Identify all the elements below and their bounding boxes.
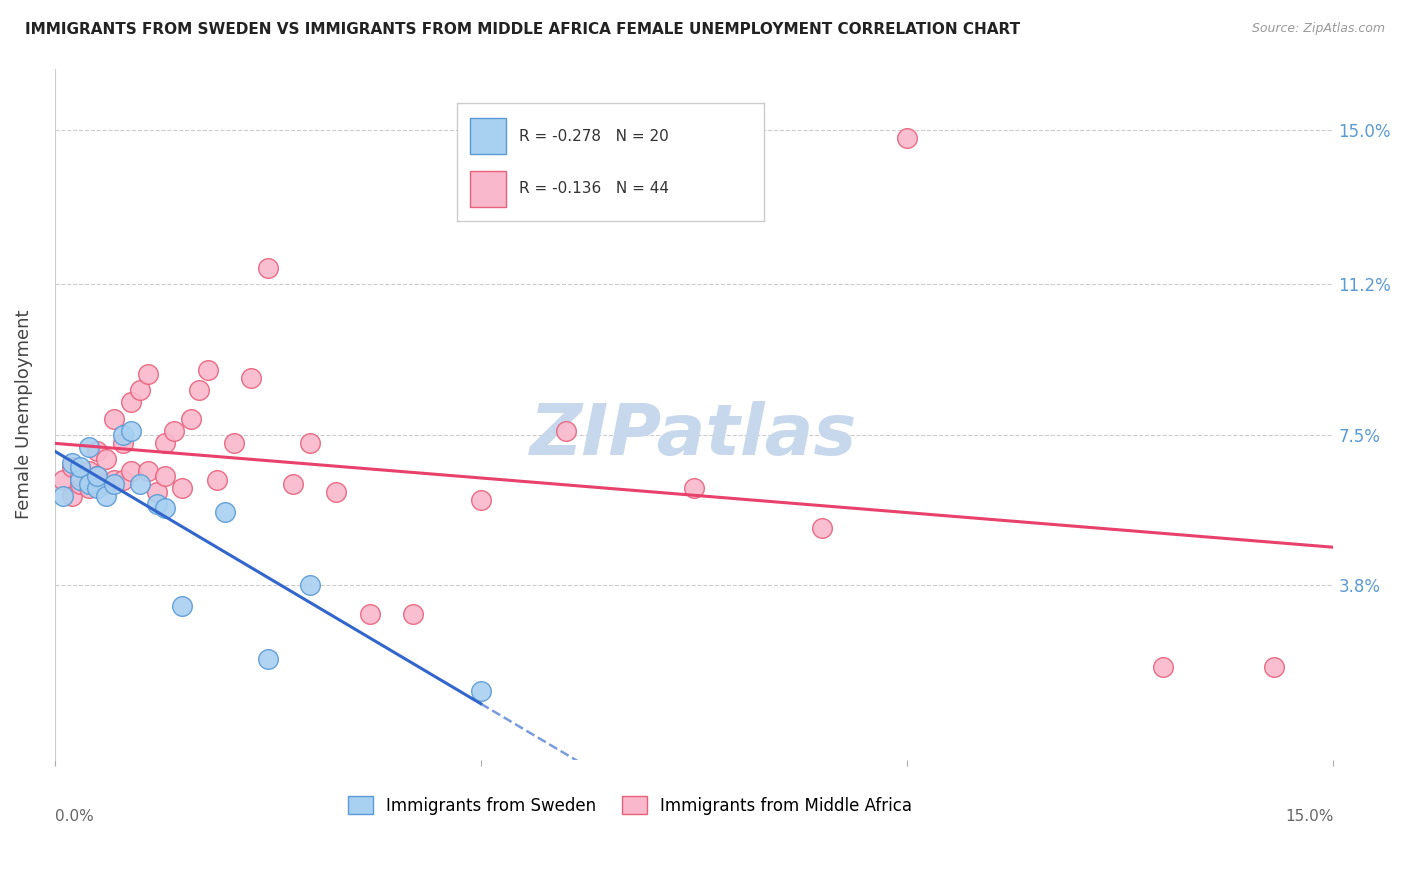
- Point: [103, 476, 125, 491]
- Text: IMMIGRANTS FROM SWEDEN VS IMMIGRANTS FROM MIDDLE AFRICA FEMALE UNEMPLOYMENT CORR: IMMIGRANTS FROM SWEDEN VS IMMIGRANTS FRO…: [25, 22, 1021, 37]
- Text: 15.0%: 15.0%: [1285, 809, 1333, 824]
- Text: ZIPatlas: ZIPatlas: [530, 401, 858, 470]
- Point: [222, 436, 245, 450]
- Point: [69, 473, 91, 487]
- Point: [155, 501, 177, 516]
- Point: [86, 468, 108, 483]
- Point: [136, 465, 159, 479]
- Point: [77, 465, 100, 479]
- Point: [120, 424, 142, 438]
- Point: [52, 489, 75, 503]
- Point: [1263, 660, 1285, 674]
- Point: [683, 481, 706, 495]
- Point: [52, 473, 75, 487]
- Y-axis label: Female Unemployment: Female Unemployment: [15, 310, 32, 519]
- Point: [214, 505, 236, 519]
- Point: [69, 476, 91, 491]
- Point: [94, 476, 117, 491]
- Point: [172, 481, 194, 495]
- Point: [136, 367, 159, 381]
- Point: [470, 684, 492, 698]
- Point: [197, 362, 219, 376]
- Point: [896, 130, 918, 145]
- Point: [86, 481, 108, 495]
- Point: [94, 489, 117, 503]
- Point: [111, 436, 134, 450]
- Point: [111, 473, 134, 487]
- Point: [401, 607, 423, 621]
- Point: [128, 476, 150, 491]
- Point: [60, 460, 83, 475]
- Point: [299, 578, 322, 592]
- Point: [120, 395, 142, 409]
- Point: [155, 468, 177, 483]
- Point: [146, 484, 169, 499]
- Point: [77, 481, 100, 495]
- Point: [325, 484, 347, 499]
- Point: [256, 651, 278, 665]
- Text: 0.0%: 0.0%: [55, 809, 93, 824]
- Point: [299, 436, 322, 450]
- Point: [86, 444, 108, 458]
- Point: [146, 497, 169, 511]
- Point: [94, 452, 117, 467]
- Point: [172, 599, 194, 613]
- Point: [128, 383, 150, 397]
- Point: [155, 436, 177, 450]
- Point: [111, 427, 134, 442]
- Point: [470, 492, 492, 507]
- Point: [77, 440, 100, 454]
- Point: [811, 521, 834, 535]
- Point: [77, 476, 100, 491]
- Point: [359, 607, 381, 621]
- Point: [103, 473, 125, 487]
- Point: [1152, 660, 1174, 674]
- Point: [188, 383, 211, 397]
- Point: [180, 411, 202, 425]
- Text: Source: ZipAtlas.com: Source: ZipAtlas.com: [1251, 22, 1385, 36]
- Point: [239, 371, 262, 385]
- Point: [283, 476, 305, 491]
- Point: [205, 473, 228, 487]
- Point: [163, 424, 186, 438]
- Point: [120, 465, 142, 479]
- Point: [103, 411, 125, 425]
- Point: [555, 424, 578, 438]
- Point: [60, 489, 83, 503]
- Point: [69, 468, 91, 483]
- Point: [86, 468, 108, 483]
- Point: [256, 260, 278, 275]
- Legend: Immigrants from Sweden, Immigrants from Middle Africa: Immigrants from Sweden, Immigrants from …: [342, 789, 918, 822]
- Point: [69, 460, 91, 475]
- Point: [60, 456, 83, 470]
